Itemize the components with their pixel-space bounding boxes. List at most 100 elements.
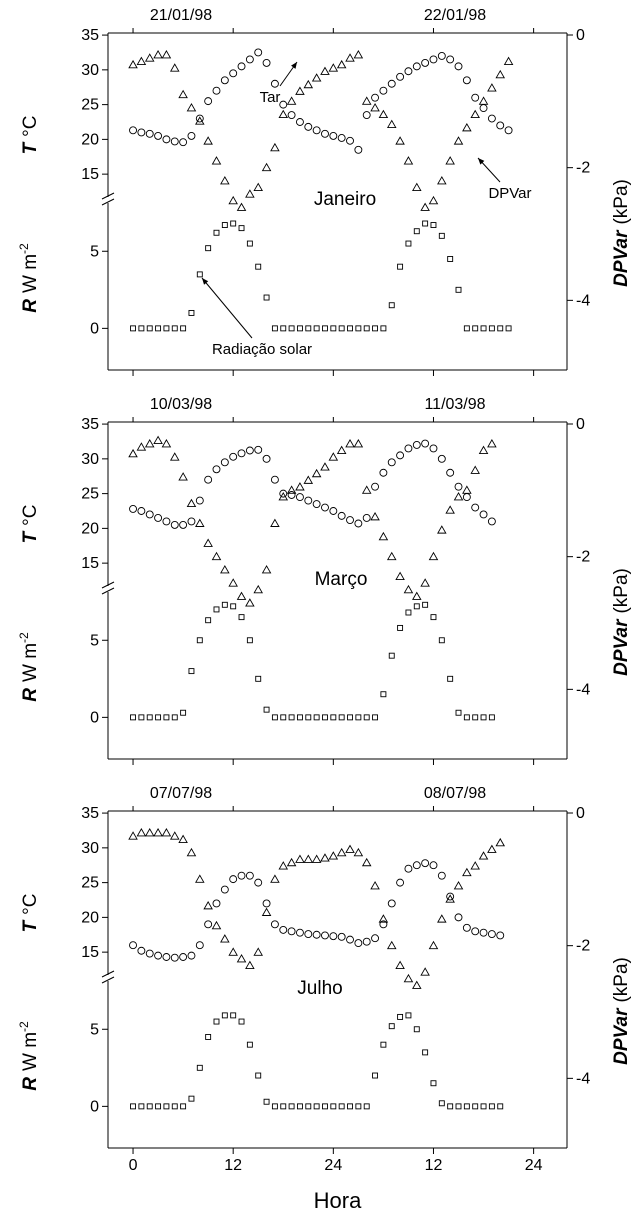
point: [245, 446, 254, 455]
point: [278, 861, 289, 870]
point: [255, 675, 262, 682]
point: [413, 228, 420, 235]
point: [313, 714, 320, 721]
point: [204, 475, 213, 484]
point: [213, 229, 220, 236]
axis-break: [101, 587, 115, 595]
point: [162, 135, 171, 144]
point: [405, 609, 412, 616]
point: [288, 714, 295, 721]
point: [313, 325, 320, 332]
date-label: 08/07/98: [424, 785, 486, 802]
point: [347, 714, 353, 721]
point: [286, 857, 297, 867]
point: [170, 953, 179, 962]
point: [445, 505, 455, 514]
point: [303, 475, 314, 484]
point: [187, 517, 196, 526]
panel-title: Março: [315, 569, 368, 590]
point: [130, 714, 136, 721]
point: [362, 937, 371, 946]
axis-unit: (kPa): [611, 957, 632, 1002]
point: [472, 714, 479, 721]
point: [138, 714, 145, 721]
x-tick-label: 0: [129, 1157, 138, 1174]
axis-symbol: DPVar: [611, 1007, 632, 1065]
point: [412, 591, 422, 600]
point: [470, 861, 480, 870]
point: [454, 913, 463, 922]
point: [230, 1012, 237, 1019]
point: [304, 122, 313, 131]
point: [211, 551, 222, 561]
point: [155, 1103, 162, 1110]
point: [228, 947, 238, 956]
point: [379, 920, 388, 929]
point: [421, 859, 430, 868]
r-axis-label: R W m-2: [17, 243, 41, 313]
point: [280, 325, 287, 332]
point: [346, 516, 354, 524]
point: [478, 851, 489, 860]
point: [447, 256, 454, 262]
point: [345, 844, 355, 853]
point: [479, 104, 488, 113]
point: [354, 939, 363, 948]
r-tick-label: 5: [90, 243, 99, 260]
point: [354, 145, 363, 154]
point: [361, 857, 372, 867]
point: [188, 309, 195, 316]
point: [354, 519, 363, 528]
point: [295, 86, 305, 95]
point: [487, 114, 496, 123]
point: [186, 498, 197, 508]
point: [255, 263, 262, 270]
point: [446, 892, 455, 901]
point: [245, 189, 255, 198]
point: [487, 930, 496, 939]
axis-break: [101, 192, 115, 200]
point: [421, 58, 430, 67]
axis-break: [101, 976, 115, 984]
point: [387, 79, 396, 88]
point: [262, 58, 271, 67]
point: [463, 714, 470, 721]
point: [322, 325, 328, 332]
point: [413, 603, 420, 610]
arrow-head: [202, 278, 209, 285]
point: [212, 86, 221, 95]
point: [337, 134, 346, 142]
point: [154, 513, 163, 522]
point: [138, 325, 145, 332]
axis-unit: W m: [20, 1032, 41, 1071]
point: [153, 435, 163, 445]
point: [161, 827, 172, 837]
axis-unit: °C: [20, 505, 41, 526]
point: [137, 507, 146, 515]
point: [361, 96, 372, 105]
point: [204, 97, 213, 106]
point: [128, 59, 138, 69]
axis-symbol: R: [20, 299, 41, 313]
point: [397, 624, 404, 631]
point: [128, 448, 138, 458]
point: [228, 578, 238, 587]
point: [129, 941, 137, 950]
point: [286, 485, 297, 494]
point: [322, 1103, 328, 1110]
point: [237, 871, 246, 880]
date-label: 21/01/98: [150, 7, 212, 24]
y-axis-label: T °C: [20, 894, 41, 933]
point: [370, 881, 380, 890]
point: [220, 76, 229, 85]
point: [487, 83, 497, 92]
point: [129, 504, 137, 513]
point: [145, 510, 154, 519]
point: [312, 500, 321, 508]
point: [204, 920, 213, 929]
point: [195, 116, 205, 125]
point: [296, 325, 303, 332]
point: [288, 1103, 295, 1110]
point: [163, 1103, 170, 1110]
point: [287, 111, 296, 119]
